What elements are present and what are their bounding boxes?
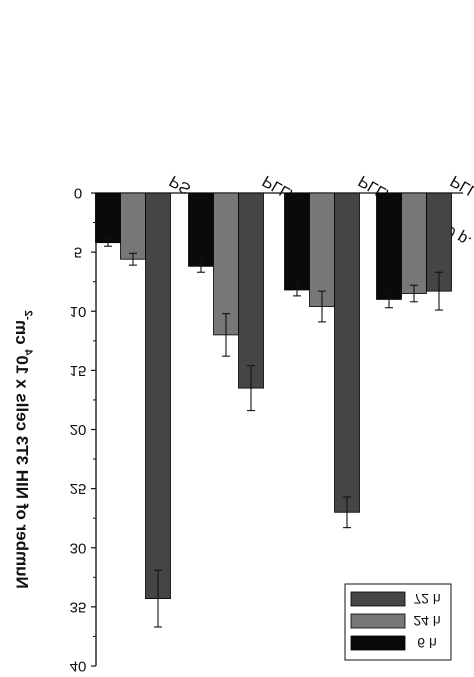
y-tick-label: 25 — [70, 480, 87, 497]
bar — [213, 192, 239, 336]
y-tick-label: 0 — [74, 185, 82, 202]
bar — [95, 192, 121, 244]
y-axis-title: Number of NIH 3T3 cells x 104 cm-2 — [13, 310, 35, 589]
y-tick-label: 15 — [70, 362, 87, 379]
bar — [309, 192, 335, 307]
bar — [120, 192, 146, 260]
bar — [145, 192, 171, 599]
bar — [376, 192, 402, 300]
bar — [238, 192, 264, 389]
legend-swatch — [350, 591, 406, 607]
legend-label: 6 h — [417, 635, 436, 651]
y-tick-label: 5 — [74, 244, 82, 261]
y-tick-label: 40 — [70, 658, 87, 675]
bar — [334, 192, 360, 513]
bar — [401, 192, 427, 294]
y-tick-label: 30 — [70, 539, 87, 556]
y-tick-label: 10 — [70, 303, 87, 320]
y-tick-label: 20 — [70, 421, 87, 438]
y-tick-label: 35 — [70, 598, 87, 615]
legend-label: 24 h — [413, 613, 440, 629]
legend-swatch — [350, 613, 406, 629]
bar — [284, 192, 310, 291]
legend-swatch — [350, 635, 406, 651]
legend-label: 72 h — [413, 591, 440, 607]
bar — [188, 192, 214, 267]
